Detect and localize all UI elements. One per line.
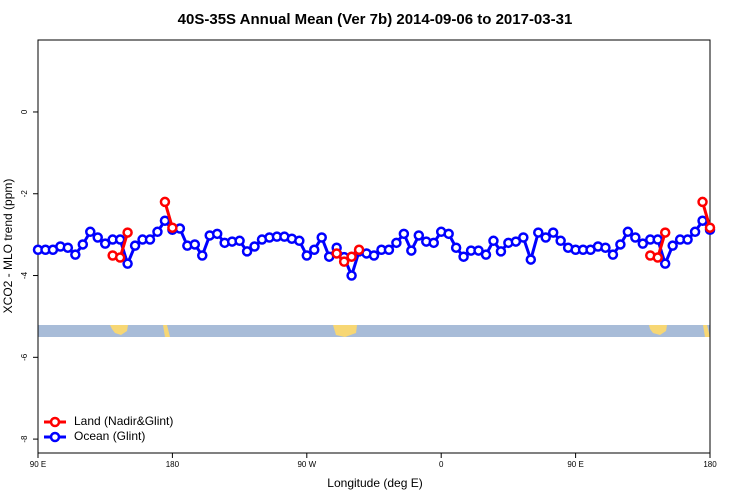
- y-tick-label: -8: [20, 435, 29, 443]
- data-point: [122, 227, 133, 238]
- data-point: [443, 228, 454, 240]
- data-point: [70, 249, 81, 260]
- data-point: [659, 258, 671, 269]
- data-point: [458, 251, 469, 262]
- data-point: [368, 250, 380, 261]
- x-axis-label: Longitude (deg E): [327, 476, 422, 490]
- data-point: [189, 239, 201, 250]
- data-point: [62, 242, 74, 253]
- data-point: [667, 240, 678, 251]
- data-point: [413, 230, 425, 241]
- land-patch: [649, 325, 667, 335]
- data-point: [197, 250, 208, 261]
- y-tick-label: 0: [20, 109, 29, 114]
- data-point: [241, 246, 253, 257]
- data-point: [114, 252, 126, 263]
- x-tick-label: 90 E: [567, 460, 583, 469]
- data-point: [129, 240, 141, 251]
- data-point: [518, 232, 529, 243]
- data-point: [99, 238, 111, 249]
- land-patch: [110, 325, 128, 335]
- data-point: [391, 237, 402, 249]
- data-point: [85, 226, 96, 238]
- data-point: [615, 239, 626, 250]
- data-point: [309, 244, 320, 256]
- data-point: [697, 215, 708, 226]
- data-point: [144, 234, 156, 245]
- data-point: [510, 236, 522, 247]
- data-point: [234, 235, 245, 247]
- legend-label: Ocean (Glint): [74, 429, 145, 443]
- land-mask: [38, 325, 710, 337]
- x-tick-label: 90 W: [297, 460, 316, 469]
- data-point: [159, 196, 171, 208]
- data-point: [652, 252, 663, 263]
- data-point: [659, 227, 671, 238]
- data-point: [495, 246, 507, 257]
- data-point: [480, 249, 492, 260]
- data-point: [428, 237, 439, 249]
- land-patch: [163, 325, 170, 337]
- data-point: [159, 215, 171, 226]
- y-tick-label: -4: [20, 271, 29, 279]
- x-tick-label: 90 E: [30, 460, 46, 469]
- data-point: [383, 244, 395, 256]
- data-point: [682, 234, 693, 245]
- data-point: [122, 258, 133, 269]
- data-point: [607, 249, 619, 260]
- x-tick-label: 180: [703, 460, 717, 469]
- x-tick-label: 0: [439, 460, 444, 469]
- data-point: [689, 226, 701, 238]
- data-point: [540, 232, 551, 243]
- data-point: [77, 239, 89, 250]
- data-point: [398, 228, 410, 240]
- y-axis-label: XCO2 - MLO trend (ppm): [1, 179, 15, 314]
- data-point: [547, 227, 559, 238]
- land-patch: [333, 325, 357, 337]
- data-point: [301, 250, 313, 261]
- ocean-band: [38, 325, 710, 337]
- data-point: [533, 227, 544, 238]
- data-point: [353, 244, 365, 256]
- data-point: [294, 235, 305, 247]
- chart-title: 40S-35S Annual Mean (Ver 7b) 2014-09-06 …: [178, 11, 573, 28]
- data-point: [152, 226, 163, 238]
- data-point: [600, 242, 611, 253]
- legend-label: Land (Nadir&Glint): [74, 414, 173, 428]
- data-point: [346, 251, 357, 262]
- data-point: [346, 270, 357, 281]
- data-point: [473, 245, 484, 256]
- data-point: [697, 196, 708, 208]
- data-point: [704, 222, 716, 233]
- data-point: [622, 226, 634, 238]
- data-point: [488, 235, 499, 247]
- x-tick-label: 180: [166, 460, 180, 469]
- land-patch: [703, 325, 710, 337]
- data-point: [652, 234, 663, 245]
- data-point: [338, 256, 350, 267]
- data-point: [249, 241, 260, 252]
- y-tick-label: -2: [20, 190, 29, 198]
- data-point: [167, 222, 178, 233]
- data-point: [331, 248, 342, 259]
- legend-marker: [49, 431, 61, 443]
- data-point: [450, 242, 462, 253]
- y-tick-label: -6: [20, 353, 29, 361]
- data-point: [555, 235, 566, 247]
- data-point: [316, 232, 327, 243]
- data-point: [525, 254, 537, 265]
- data-point: [211, 228, 223, 240]
- data-point: [406, 245, 417, 256]
- data-point: [114, 234, 126, 245]
- legend-marker: [49, 416, 61, 428]
- data-point: [637, 238, 649, 249]
- data-point: [630, 232, 641, 243]
- data-point: [92, 232, 103, 243]
